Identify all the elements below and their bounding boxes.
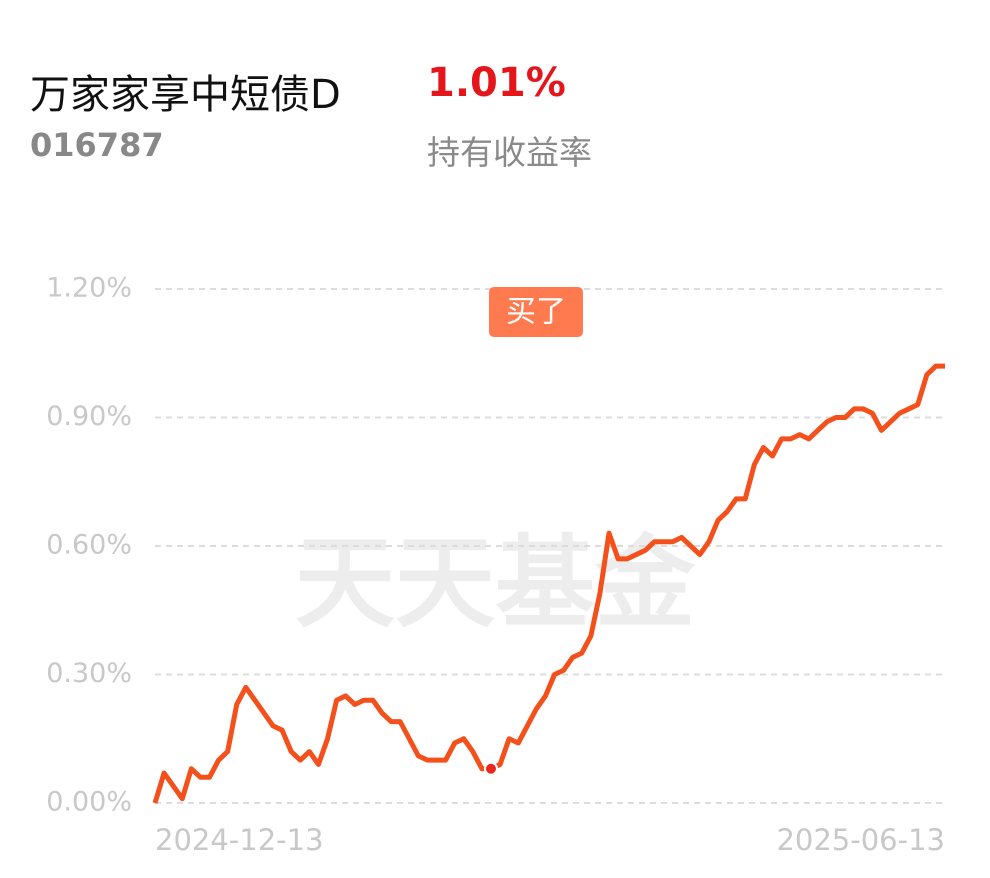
y-tick-label: 0.30% bbox=[46, 658, 132, 689]
line bbox=[152, 363, 945, 804]
y-tick-label: 0.90% bbox=[46, 401, 132, 432]
x-tick-label: 2024-12-13 bbox=[155, 823, 324, 857]
fund-name: 万家家享中短债D bbox=[30, 72, 341, 118]
buy-label: 买了 bbox=[506, 295, 566, 330]
watermark: 天天基金 bbox=[295, 524, 696, 641]
buy-tag bbox=[488, 287, 583, 337]
return-label: 持有收益率 bbox=[427, 133, 592, 172]
fund-code: 016787 bbox=[30, 126, 164, 164]
y-tick-label: 1.20% bbox=[46, 273, 132, 304]
buy-point bbox=[483, 761, 498, 776]
return-value: 1.01% bbox=[427, 60, 566, 106]
y-tick-label: 0.60% bbox=[46, 530, 132, 561]
y-tick-label: 0.00% bbox=[46, 787, 132, 818]
x-tick-label: 2025-06-13 bbox=[776, 823, 945, 857]
